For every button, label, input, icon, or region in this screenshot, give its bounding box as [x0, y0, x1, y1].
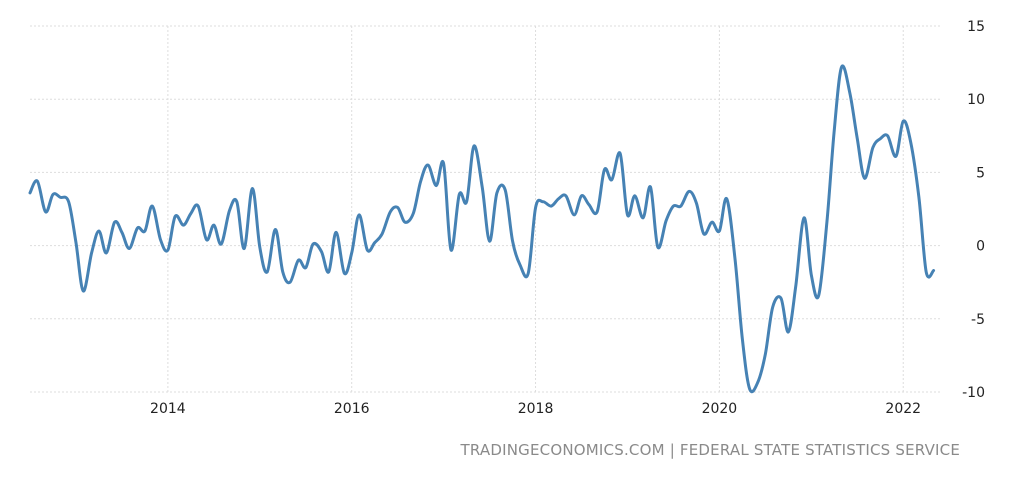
x-tick-label: 2022	[885, 401, 921, 417]
y-tick-label: 0	[976, 239, 985, 255]
y-tick-label: 5	[976, 165, 985, 181]
series-layer	[28, 64, 936, 394]
x-tick-label: 2014	[150, 401, 186, 417]
x-axis-ticks: 2014 2016 2018 2020 2022	[150, 401, 921, 417]
x-tick-label: 2016	[334, 401, 370, 417]
x-tick-label: 2020	[702, 401, 738, 417]
y-tick-label: -10	[962, 385, 985, 401]
source-attribution: TRADINGECONOMICS.COM | FEDERAL STATE STA…	[460, 441, 960, 459]
y-tick-label: 15	[967, 19, 985, 35]
y-tick-label: 10	[967, 92, 985, 108]
x-tick-label: 2018	[518, 401, 554, 417]
gridlines	[30, 25, 940, 393]
y-axis-ticks: 15 10 5 0 -5 -10	[962, 19, 985, 401]
y-tick-label: -5	[971, 312, 985, 328]
series-line	[28, 64, 936, 394]
